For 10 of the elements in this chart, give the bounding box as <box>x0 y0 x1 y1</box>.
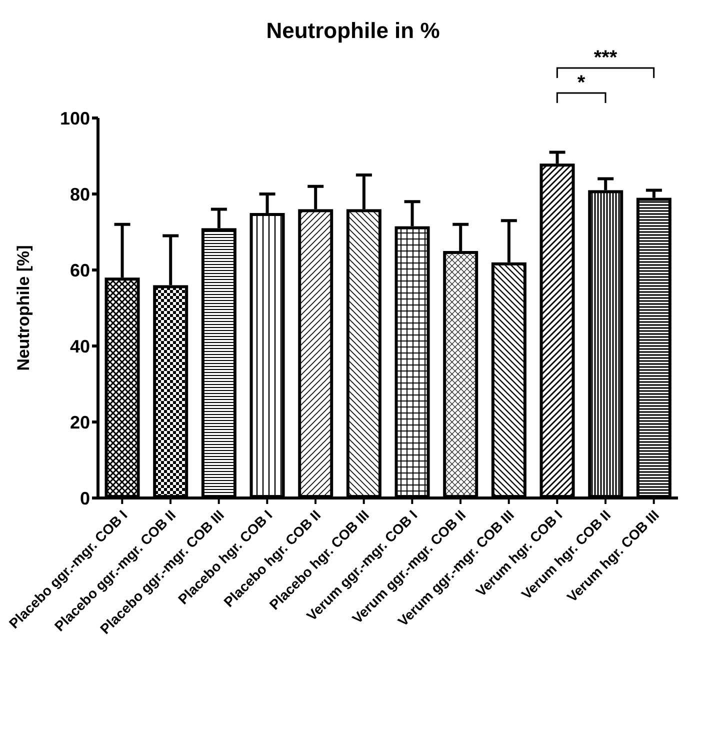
y-tick-label: 60 <box>70 260 90 280</box>
y-tick-label: 100 <box>60 108 90 128</box>
y-axis-title: Neutrophile [%] <box>14 245 34 371</box>
y-tick-label: 0 <box>80 488 90 508</box>
text: * <box>577 72 586 94</box>
chart-title: Neutrophile in % <box>265 18 441 44</box>
y-tick-label: 40 <box>70 336 90 356</box>
text: *** <box>594 47 618 69</box>
y-tick-label: 80 <box>70 184 90 204</box>
y-tick-label: 20 <box>70 412 90 432</box>
